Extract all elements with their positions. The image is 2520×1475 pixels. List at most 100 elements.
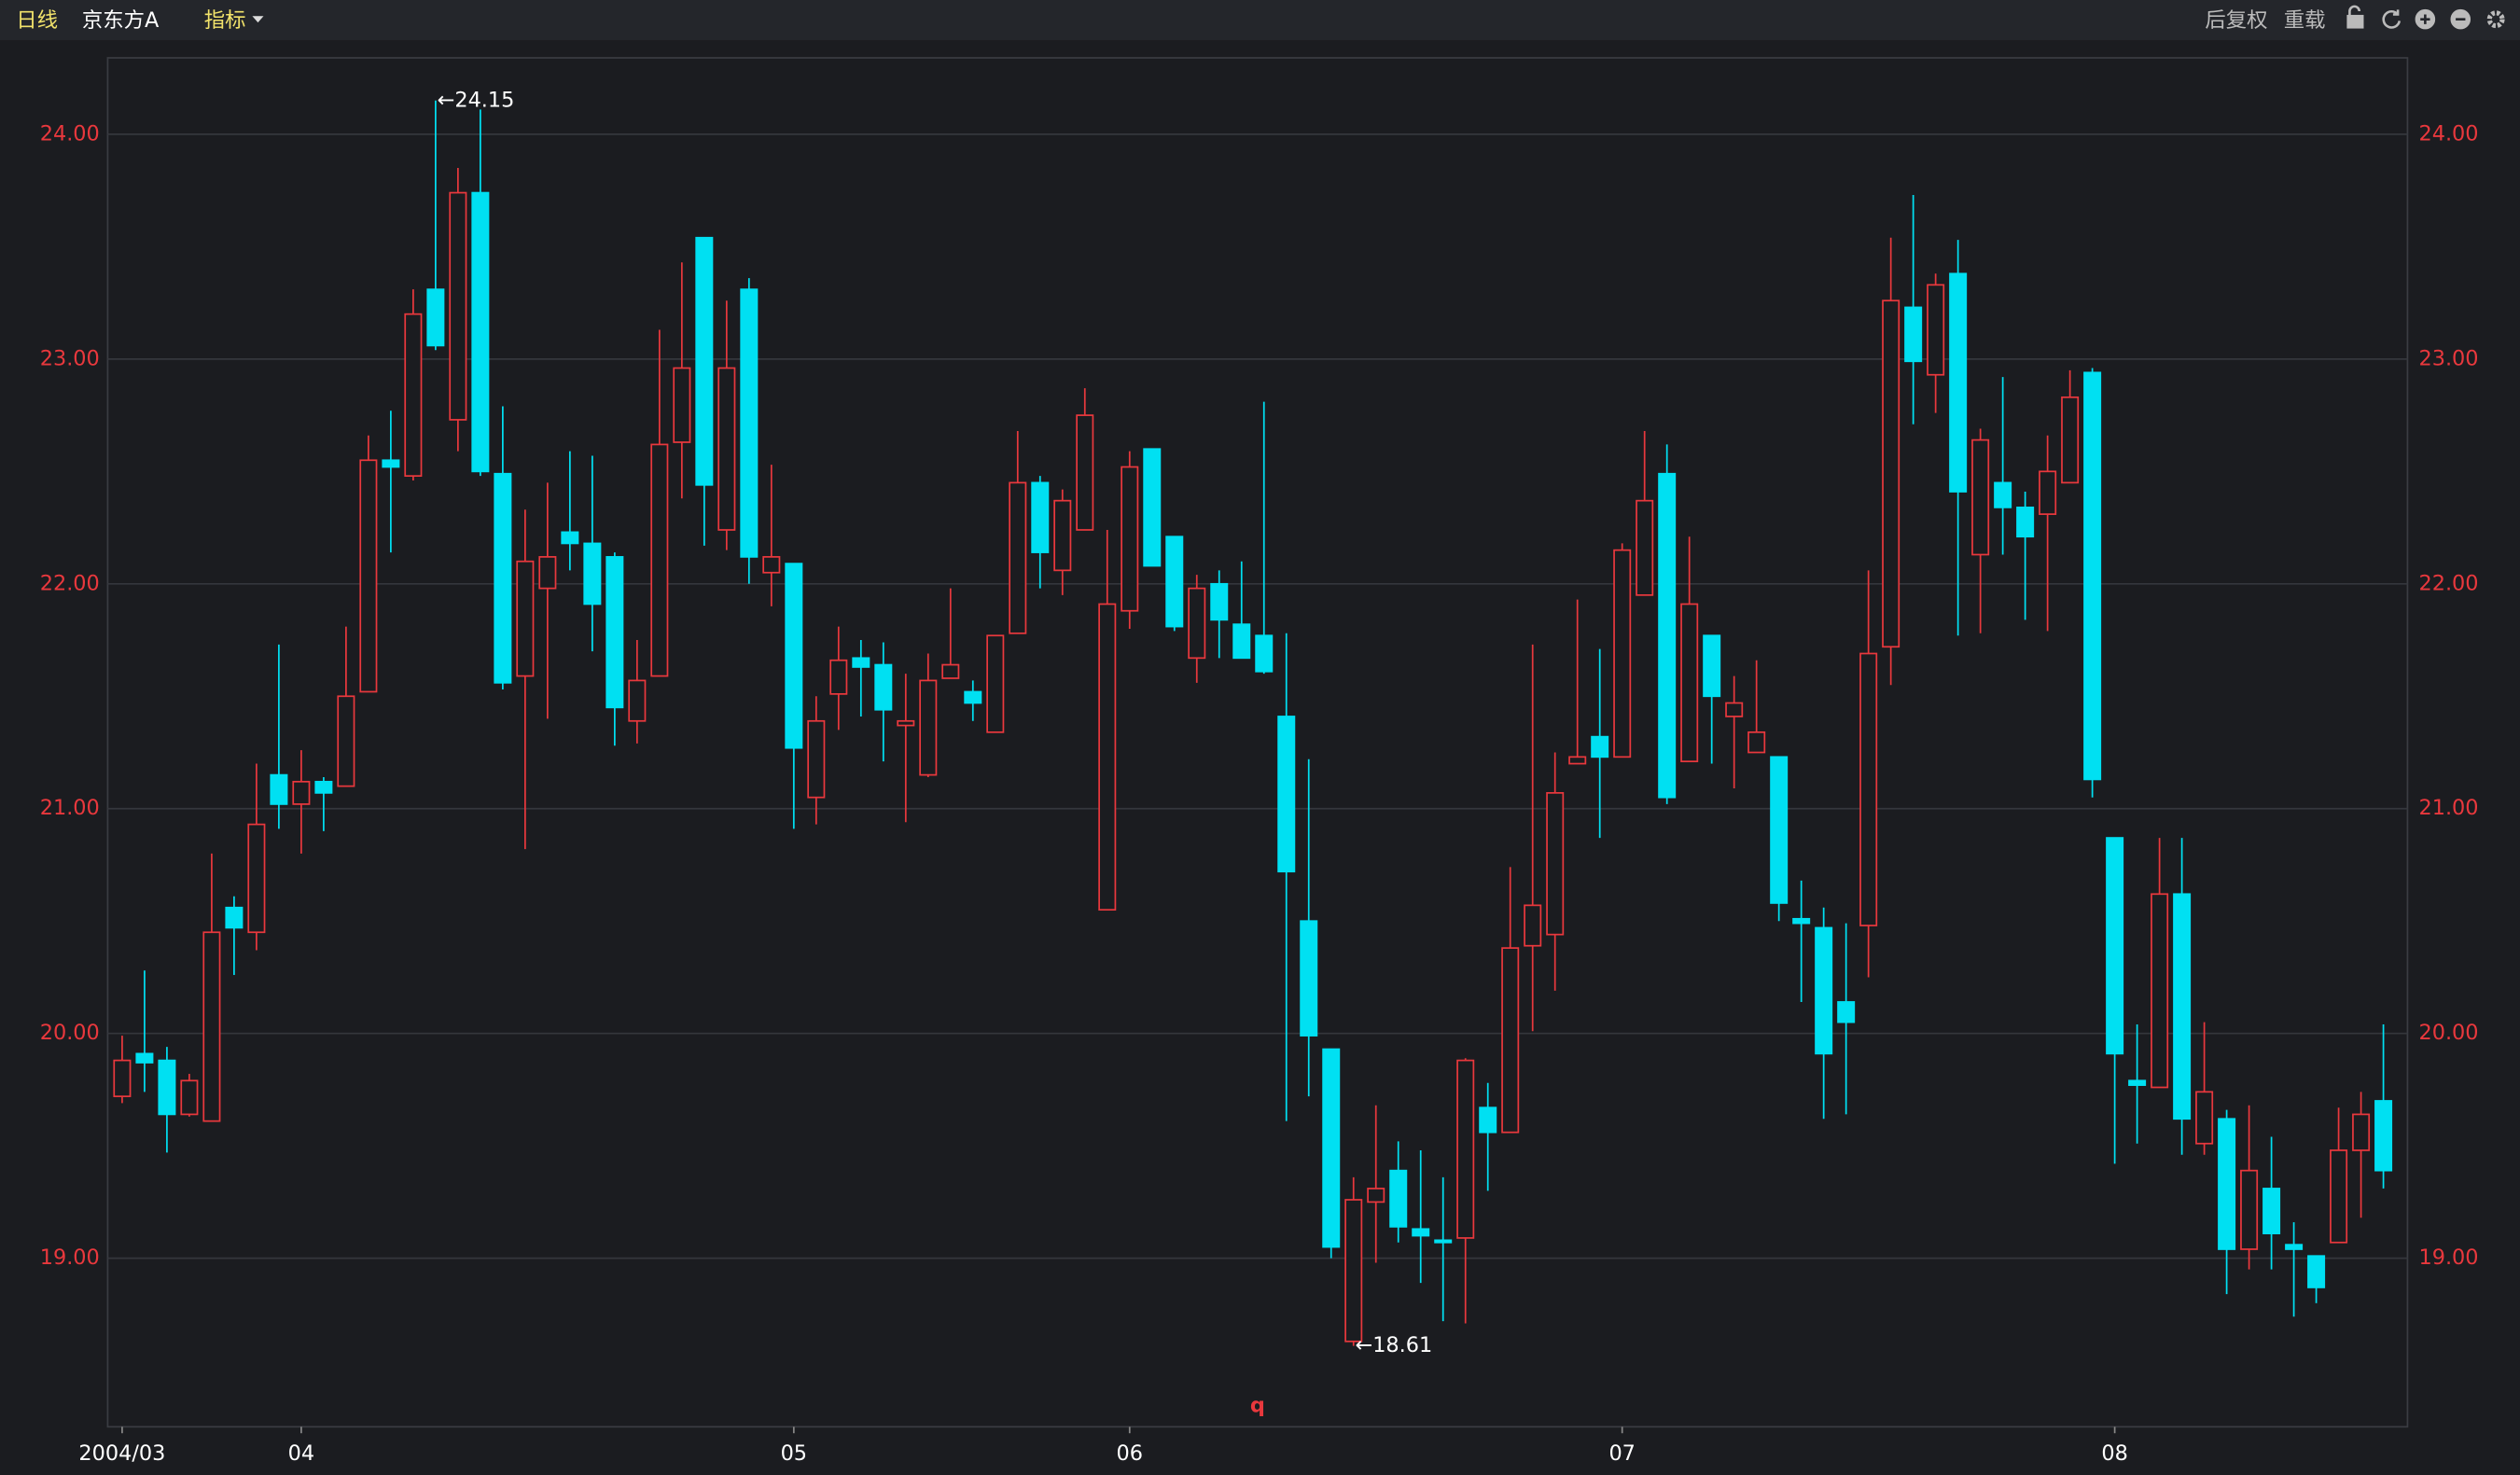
candle-body <box>1770 756 1789 904</box>
candle-body <box>1210 582 1229 621</box>
candle-body <box>494 472 512 684</box>
candle-body <box>1412 1228 1430 1237</box>
candle-body <box>1277 716 1296 873</box>
candle-body <box>359 459 378 693</box>
candle-body <box>2307 1255 2326 1288</box>
candle-body <box>874 663 893 711</box>
candle-body <box>1882 299 1900 648</box>
candle-body <box>2195 1091 2214 1145</box>
y-tick-label-right: 24.00 <box>2418 121 2478 146</box>
lock-icon[interactable] <box>2346 14 2364 29</box>
candle-body <box>1009 481 1027 634</box>
candle-body <box>964 690 982 704</box>
adjust-button[interactable]: 后复权 <box>2205 8 2267 33</box>
candle-body <box>449 191 467 421</box>
candle-body <box>941 663 960 679</box>
candle-body <box>1389 1169 1408 1228</box>
candle-body <box>1703 634 1721 698</box>
indicator-menu[interactable]: 指标 <box>204 8 246 33</box>
candle-body <box>1613 549 1632 758</box>
candle-body <box>1927 284 1945 376</box>
candle-body <box>135 1052 154 1064</box>
y-tick-label-right: 22.00 <box>2418 571 2478 595</box>
candle-body <box>426 288 445 347</box>
candle-body <box>270 773 288 805</box>
y-tick-label: 20.00 <box>40 1021 100 1045</box>
candle-body <box>1591 735 1609 758</box>
candle-body <box>158 1059 176 1116</box>
candle-body <box>1076 414 1094 531</box>
candle-body <box>1747 731 1766 754</box>
candle-body <box>1792 917 1811 925</box>
candle-body <box>1725 702 1744 717</box>
candle-body <box>785 563 803 749</box>
period-tab[interactable]: 日线 <box>16 8 58 33</box>
candle-body <box>561 531 579 545</box>
zoom-in-plus <box>2420 14 2430 24</box>
toolbar <box>0 0 2520 41</box>
x-tick-label: 04 <box>288 1441 314 1466</box>
extreme-label: ←24.15 <box>438 88 515 112</box>
y-tick-label: 22.00 <box>40 571 100 595</box>
x-tick-label: 07 <box>1608 1441 1635 1466</box>
x-tick-label: 2004/03 <box>78 1441 165 1466</box>
reload-button[interactable]: 重载 <box>2284 8 2326 33</box>
candle-body <box>1143 448 1162 567</box>
candle-body <box>583 542 602 605</box>
dropdown-arrow[interactable] <box>252 16 264 23</box>
candle-body <box>1031 481 1050 553</box>
x-tick-label: 06 <box>1117 1441 1143 1466</box>
candle-body <box>762 556 781 574</box>
settings-icon[interactable] <box>2486 10 2505 29</box>
candle-body <box>1188 587 1206 660</box>
candle-body <box>829 659 848 695</box>
candle-body <box>2262 1188 2281 1234</box>
refresh-icon[interactable] <box>2382 9 2402 29</box>
candle-body <box>247 823 266 934</box>
lock-shackle <box>2348 5 2361 17</box>
candle-body <box>650 443 669 677</box>
candle-body <box>852 657 870 668</box>
candle-body <box>1524 904 1542 947</box>
candle-body <box>1344 1199 1363 1343</box>
candle-body <box>516 560 535 677</box>
candle-body <box>2173 893 2192 1120</box>
candle-body <box>1053 499 1072 572</box>
candle-body <box>1479 1106 1497 1134</box>
candle-body <box>2039 470 2057 515</box>
candle-body <box>1859 652 1878 926</box>
candle-body <box>1300 920 1318 1037</box>
candle-body <box>225 906 244 929</box>
x-tick-label: 08 <box>2101 1441 2127 1466</box>
plot-frame <box>106 57 2409 1428</box>
candle-body <box>1367 1188 1385 1204</box>
candle-body <box>740 288 759 558</box>
stock-name[interactable]: 京东方A <box>82 8 160 33</box>
candle-body <box>897 719 915 727</box>
candle-body <box>2128 1079 2147 1086</box>
candle-body <box>1971 438 1990 556</box>
candle-body <box>1255 634 1274 673</box>
candle-body <box>404 313 423 478</box>
candle-body <box>337 695 355 787</box>
candle-body <box>2016 507 2035 538</box>
candle-body <box>1815 926 1833 1055</box>
candle-body <box>1568 756 1587 765</box>
candle-body <box>1994 481 2012 508</box>
candle-body <box>1949 272 1968 493</box>
candle-body <box>2083 371 2102 781</box>
candle-body <box>202 931 221 1122</box>
candle-body <box>1098 603 1117 911</box>
candle-body <box>2061 396 2080 484</box>
candle-body <box>919 679 938 776</box>
candle-body <box>382 459 400 468</box>
extreme-label: ←18.61 <box>1355 1333 1432 1357</box>
candle-body <box>807 719 826 799</box>
y-tick-label: 23.00 <box>40 346 100 370</box>
y-tick-label-right: 21.00 <box>2418 796 2478 820</box>
candle-body <box>1680 603 1699 763</box>
candle-body <box>2330 1149 2348 1244</box>
